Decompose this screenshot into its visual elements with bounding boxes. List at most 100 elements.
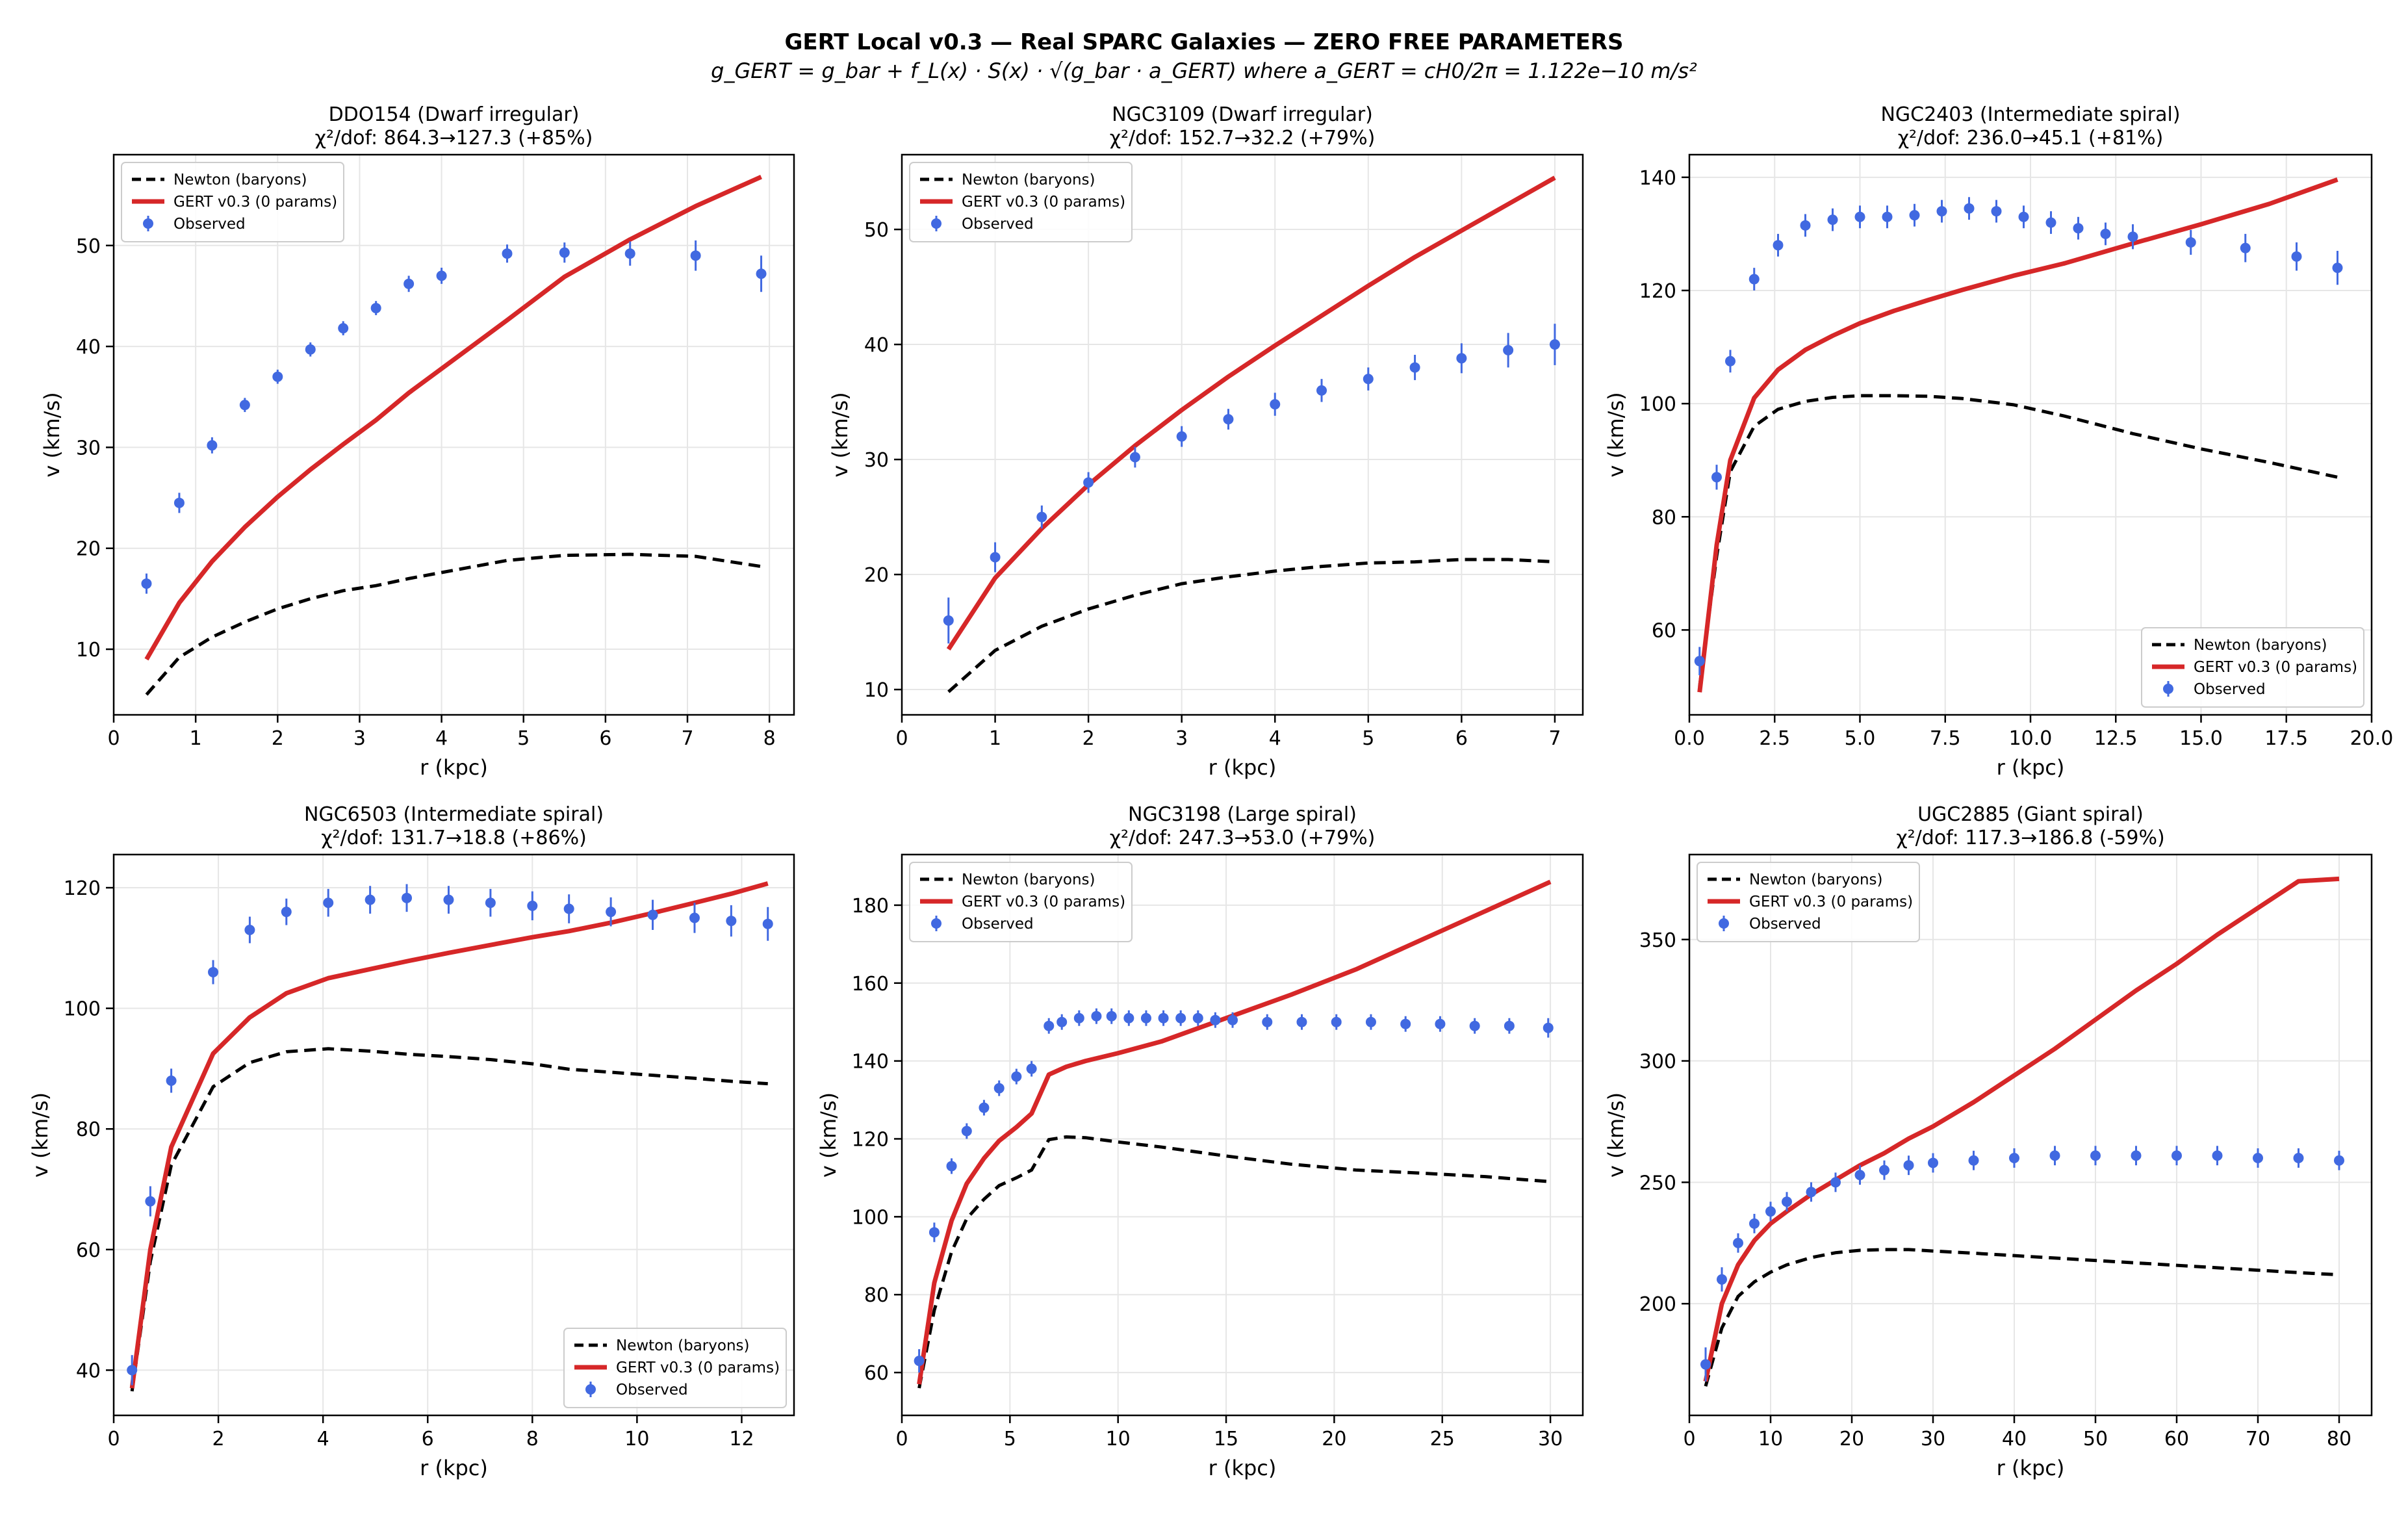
observed-point bbox=[563, 903, 574, 914]
observed-point bbox=[929, 1227, 940, 1238]
observed-point bbox=[365, 894, 376, 905]
y-tick-label: 100 bbox=[852, 1206, 889, 1229]
legend-label: Observed bbox=[962, 216, 1034, 233]
x-tick-label: 60 bbox=[2164, 1428, 2189, 1450]
x-tick-label: 15 bbox=[1214, 1428, 1238, 1450]
x-tick-label: 4 bbox=[1269, 727, 1281, 750]
observed-point bbox=[1854, 211, 1865, 222]
panel-3: 0.0 2.5 5.0 7.5 10.0 12.5 15.0 17.5 20.0 60 80 100 1… bbox=[1604, 103, 2393, 780]
y-tick-label: 60 bbox=[864, 1362, 889, 1385]
legend-observed-swatch bbox=[931, 918, 941, 929]
axes-frame bbox=[901, 853, 1584, 1417]
x-tick-label: 5.0 bbox=[1845, 727, 1876, 750]
x-tick-label: 0.0 bbox=[1674, 727, 1705, 750]
observed-point bbox=[141, 578, 152, 589]
x-tick-label: 5 bbox=[517, 727, 530, 750]
observed-point bbox=[2131, 1150, 2142, 1161]
plot-area bbox=[127, 881, 773, 1392]
x-tick-label: 0 bbox=[107, 1428, 120, 1450]
x-tick-label: 2.5 bbox=[1759, 727, 1790, 750]
observed-point bbox=[1765, 1206, 1776, 1217]
legend-label: GERT v0.3 (0 params) bbox=[962, 194, 1125, 211]
observed-point bbox=[2212, 1150, 2223, 1161]
observed-point bbox=[502, 248, 513, 259]
axes-frame bbox=[1688, 853, 2373, 1417]
x-tick-label: 70 bbox=[2246, 1428, 2270, 1450]
panel-title: NGC6503 (Intermediate spiral) bbox=[304, 803, 604, 826]
legend-frame bbox=[563, 1328, 787, 1408]
observed-point bbox=[2334, 1155, 2344, 1166]
observed-point bbox=[1057, 1016, 1068, 1027]
observed-point bbox=[2171, 1150, 2182, 1161]
observed-point bbox=[946, 1161, 957, 1172]
x-tick-label: 20 bbox=[1322, 1428, 1346, 1450]
observed-point bbox=[338, 323, 349, 334]
legend-label: Observed bbox=[962, 916, 1034, 933]
observed-point bbox=[1175, 1012, 1186, 1024]
observed-point bbox=[1700, 1359, 1711, 1370]
panel-title: NGC3198 (Large spiral) bbox=[1128, 803, 1357, 826]
legend-label: Observed bbox=[2194, 681, 2266, 698]
observed-point bbox=[1363, 374, 1374, 385]
observed-point bbox=[370, 303, 381, 314]
legend-label: Observed bbox=[1749, 916, 1821, 933]
x-axis-label: r (kpc) bbox=[1997, 1456, 2065, 1480]
observed-point bbox=[1073, 1012, 1084, 1024]
y-tick-label: 160 bbox=[852, 973, 889, 996]
observed-point bbox=[1044, 1020, 1055, 1031]
observed-point bbox=[1435, 1018, 1446, 1029]
x-tick-label: 25 bbox=[1430, 1428, 1455, 1450]
y-tick-label: 100 bbox=[64, 998, 101, 1021]
axes-frame bbox=[901, 153, 1584, 716]
legend-observed-swatch bbox=[2163, 684, 2173, 694]
observed-point bbox=[2293, 1152, 2304, 1163]
figure-formula: g_GERT = g_bar + f_L(x) · S(x) · √(g_bar… bbox=[711, 58, 1697, 83]
x-axis-label: r (kpc) bbox=[1997, 755, 2065, 780]
observed-point bbox=[2127, 231, 2138, 242]
y-tick-label: 50 bbox=[76, 235, 101, 258]
y-tick-label: 30 bbox=[864, 449, 889, 472]
y-tick-label: 120 bbox=[64, 877, 101, 900]
x-tick-label: 20.0 bbox=[2350, 727, 2394, 750]
legend-label: Observed bbox=[616, 1382, 688, 1398]
x-tick-label: 10 bbox=[1758, 1428, 1783, 1450]
x-axis-label: r (kpc) bbox=[420, 1456, 488, 1480]
observed-point bbox=[402, 892, 413, 903]
gert-line bbox=[129, 881, 769, 1389]
observed-point bbox=[1036, 511, 1047, 522]
legend-label: Newton (baryons) bbox=[173, 172, 307, 188]
legend: Newton (baryons) GERT v0.3 (0 params) Obse… bbox=[563, 1328, 787, 1408]
observed-point bbox=[1210, 1014, 1221, 1025]
y-tick-label: 180 bbox=[852, 895, 889, 918]
observed-point bbox=[606, 907, 617, 918]
x-tick-label: 0 bbox=[107, 727, 120, 750]
observed-point bbox=[239, 400, 250, 411]
y-tick-label: 100 bbox=[1639, 393, 1676, 416]
x-tick-label: 4 bbox=[317, 1428, 329, 1450]
y-tick-label: 120 bbox=[1639, 280, 1676, 303]
x-tick-label: 30 bbox=[1921, 1428, 1945, 1450]
y-tick-label: 80 bbox=[1652, 506, 1676, 529]
observed-point bbox=[1123, 1012, 1134, 1024]
x-axis-label: r (kpc) bbox=[420, 755, 488, 780]
legend-label: GERT v0.3 (0 params) bbox=[616, 1359, 780, 1376]
plot-area bbox=[914, 879, 1554, 1389]
observed-point bbox=[1694, 656, 1705, 667]
y-tick-label: 140 bbox=[1639, 167, 1676, 190]
observed-point bbox=[2090, 1150, 2101, 1161]
observed-point bbox=[1503, 344, 1514, 355]
gert-line bbox=[917, 879, 1552, 1385]
axes-frame bbox=[112, 153, 795, 716]
observed-point bbox=[1936, 206, 1947, 217]
x-tick-label: 80 bbox=[2327, 1428, 2351, 1450]
observed-point bbox=[1129, 452, 1140, 463]
y-axis-label: v (km/s) bbox=[816, 1092, 841, 1178]
observed-point bbox=[1469, 1020, 1480, 1031]
legend-label: Newton (baryons) bbox=[962, 172, 1095, 188]
observed-point bbox=[208, 966, 219, 977]
observed-point bbox=[1748, 274, 1760, 285]
x-tick-label: 1 bbox=[989, 727, 1001, 750]
observed-point bbox=[1504, 1020, 1515, 1031]
observed-point bbox=[207, 440, 218, 451]
